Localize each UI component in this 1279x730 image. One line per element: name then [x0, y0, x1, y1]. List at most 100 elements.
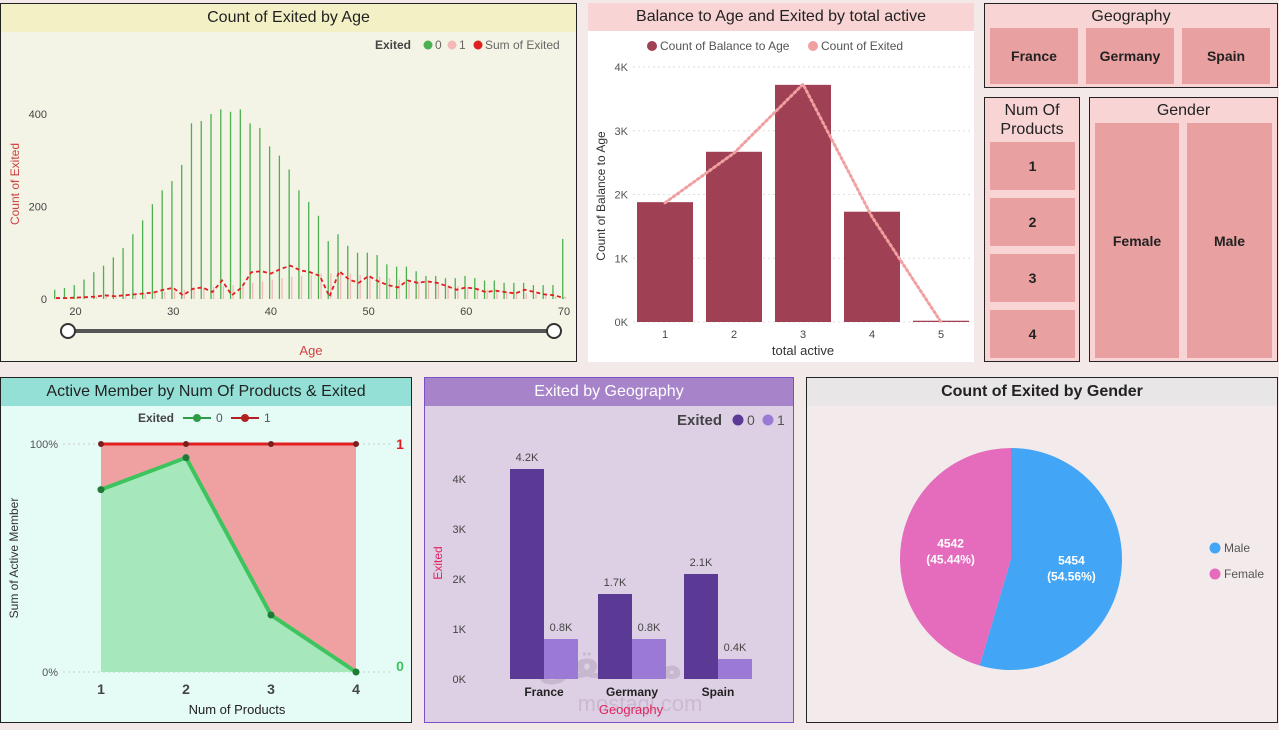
legend-marker-female: [1209, 568, 1221, 580]
x-tick-label: France: [524, 685, 564, 699]
y-tick-label: 0K: [453, 674, 467, 686]
x-tick-label: 50: [362, 306, 374, 318]
bar-balance-4: [844, 211, 900, 322]
balance-chart: Count of Balance to Age Count of Exited 0K…: [594, 39, 970, 358]
x-tick-label: 3: [800, 329, 806, 341]
data-label: 4.2K: [516, 452, 539, 464]
bar-balance-1: [637, 202, 693, 322]
age-chart-panel: Count of Exited by Age Exited 0 1 Sum of Ex…: [0, 3, 577, 362]
x-tick-label: 70: [558, 306, 570, 318]
x-tick-label: Germany: [606, 685, 658, 699]
bar-balance-3: [775, 84, 831, 322]
products-option-1[interactable]: 1: [990, 142, 1075, 190]
legend-label-1: 1: [777, 412, 785, 428]
bar-exited-0-Spain: [684, 574, 718, 679]
age-range-end-handle[interactable]: [546, 323, 562, 339]
bar-balance-2: [706, 151, 762, 322]
legend-label-0: 0: [435, 38, 442, 52]
gender-slicer: Gender Female Male: [1089, 97, 1278, 362]
products-option-3[interactable]: 3: [990, 254, 1075, 302]
x-tick-label: 30: [167, 306, 179, 318]
y-tick-label: 2K: [453, 574, 467, 586]
sum-of-exited-line: [56, 264, 565, 299]
active-member-panel: Active Member by Num Of Products & Exite…: [0, 377, 412, 723]
point-exited-0: [97, 486, 105, 494]
legend-label-Sum of Exited: Sum of Exited: [485, 38, 560, 52]
point-exited-0: [182, 454, 190, 462]
y-tick-label: 3K: [615, 126, 629, 138]
point-exited-0: [352, 668, 360, 676]
x-axis-label: Age: [299, 343, 322, 358]
slice-percent-male: (54.56%): [1047, 570, 1096, 584]
legend-label-female: Female: [1224, 567, 1264, 581]
legend-title: Exited: [677, 412, 722, 429]
x-tick-label: 20: [69, 306, 81, 318]
x-axis-label: total active: [772, 343, 834, 358]
end-label-1: 1: [396, 436, 404, 452]
legend-marker-exited: [808, 41, 818, 51]
legend-label-balance: Count of Balance to Age: [660, 39, 790, 53]
geo-chart-title: Exited by Geography: [425, 378, 793, 406]
legend-label-0: 0: [216, 411, 223, 425]
age-chart-title: Count of Exited by Age: [1, 4, 576, 32]
y-tick-label: 3K: [453, 524, 467, 536]
gender-chart-panel: Count of Exited by Gender 5454 (54.56%) 45…: [806, 377, 1278, 723]
x-tick-label: 1: [97, 681, 105, 697]
balance-chart-title: Balance to Age and Exited by total activ…: [588, 3, 974, 31]
legend-label-exited: Count of Exited: [821, 39, 903, 53]
x-tick-label: 3: [267, 681, 275, 697]
point-exited-1: [183, 441, 189, 447]
x-tick-label: 60: [460, 306, 472, 318]
balance-chart-panel: Balance to Age and Exited by total activ…: [588, 3, 974, 362]
gender-option-female[interactable]: Female: [1095, 123, 1179, 358]
geography-option-spain[interactable]: Spain: [1182, 28, 1270, 84]
x-tick-label: 40: [265, 306, 277, 318]
geography-option-germany[interactable]: Germany: [1086, 28, 1174, 84]
geography-option-france[interactable]: France: [990, 28, 1078, 84]
x-tick-label: 5: [938, 329, 944, 341]
legend-marker-1: [447, 40, 457, 50]
legend-marker-1: [762, 414, 774, 426]
y-tick-label: 1K: [615, 253, 629, 265]
bar-exited-1-Germany: [632, 639, 666, 679]
products-option-4[interactable]: 4: [990, 310, 1075, 358]
active-member-title: Active Member by Num Of Products & Exite…: [1, 378, 411, 406]
legend-title: Exited: [138, 411, 174, 425]
bar-exited-0-France: [510, 469, 544, 679]
point-exited-1: [353, 441, 359, 447]
gender-chart-title: Count of Exited by Gender: [807, 378, 1277, 406]
x-tick-label: 2: [731, 329, 737, 341]
legend-label-1: 1: [264, 411, 271, 425]
legend-marker-0: [732, 414, 744, 426]
gender-chart: 5454 (54.56%) 4542 (45.44%) Male Female: [900, 448, 1264, 670]
exited-line: [663, 81, 943, 324]
y-tick-label: 200: [29, 202, 47, 214]
y-tick-label: 400: [29, 109, 47, 121]
point-exited-1: [98, 441, 104, 447]
geo-chart: Exited010K1K2K3K4Kمستقلmostaql.com4.2K0.…: [431, 412, 785, 717]
age-range-start-handle[interactable]: [60, 323, 76, 339]
slice-percent-female: (45.44%): [926, 552, 975, 566]
area-exited-0: [101, 457, 356, 672]
gender-option-male[interactable]: Male: [1187, 123, 1272, 358]
data-label: 0.8K: [550, 622, 573, 634]
y-tick-label: 4K: [615, 62, 629, 74]
y-tick-label: 0K: [615, 317, 629, 329]
legend-label-0: 0: [747, 412, 755, 428]
y-tick-label: 1K: [453, 624, 467, 636]
y-axis-label: Count of Exited: [8, 143, 22, 225]
legend-marker-1: [241, 414, 249, 422]
bar-exited-1-Spain: [718, 659, 752, 679]
legend-marker-Sum of Exited: [473, 40, 483, 50]
line-exited-0: [100, 455, 358, 674]
legend-marker-0: [423, 40, 433, 50]
legend-label-male: Male: [1224, 541, 1250, 555]
products-option-2[interactable]: 2: [990, 198, 1075, 246]
data-label: 0.8K: [638, 622, 661, 634]
x-axis-label: Geography: [599, 702, 664, 717]
point-exited-1: [268, 441, 274, 447]
x-tick-label: Spain: [702, 685, 735, 699]
active-member-chart: Exited 0 1 100% 0% 1 2 3 4 1 0 Num of Products Sum o…: [7, 411, 404, 717]
y-tick-label: 0%: [42, 667, 58, 679]
x-axis-label: Num of Products: [189, 702, 286, 717]
